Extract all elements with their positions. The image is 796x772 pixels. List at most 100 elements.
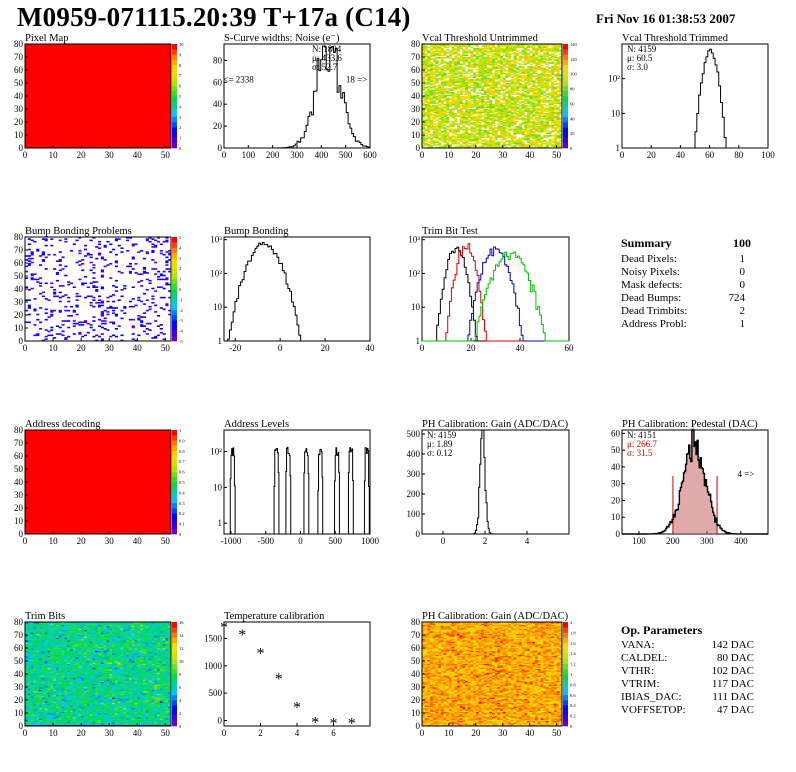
heatmap-cell xyxy=(422,66,425,68)
heatmap-cell xyxy=(462,97,466,99)
heatmap-cell xyxy=(527,57,530,59)
heatmap-cell xyxy=(486,116,490,119)
heatmap-cell xyxy=(497,75,501,77)
heatmap-cell xyxy=(33,705,37,707)
heatmap-cell xyxy=(148,237,152,239)
stat-entry: σ: 31.5 xyxy=(627,448,653,458)
heatmap-cell xyxy=(510,68,514,71)
heatmap-cell xyxy=(53,716,57,719)
heatmap-cell xyxy=(103,709,107,711)
heatmap-cell xyxy=(64,294,68,296)
heatmap-cell xyxy=(513,141,517,144)
heatmap-cell xyxy=(64,707,68,710)
heatmap-cell xyxy=(559,111,563,114)
heatmap-cell xyxy=(112,716,116,719)
heatmap-cell xyxy=(489,46,493,49)
heatmap-cell xyxy=(165,268,169,270)
heatmap-cell xyxy=(486,55,490,58)
heatmap-cell xyxy=(112,718,116,720)
heatmap-cell xyxy=(516,58,520,60)
heatmap-cell xyxy=(553,93,557,95)
heatmap-cell xyxy=(61,320,65,322)
heatmap-cell xyxy=(537,145,541,147)
heatmap-cell xyxy=(537,103,541,106)
heatmap-cell xyxy=(470,129,474,132)
heatmap-cell xyxy=(502,96,506,98)
heatmap-cell xyxy=(120,713,124,715)
heatmap-cell xyxy=(457,49,460,51)
heatmap-cell xyxy=(486,105,490,107)
heatmap-cell xyxy=(545,81,549,84)
heatmap-cell xyxy=(473,63,477,66)
heatmap-cell xyxy=(83,702,88,705)
heatmap-cell xyxy=(537,105,541,107)
heatmap-cell xyxy=(543,53,547,55)
heatmap-cell xyxy=(39,321,43,324)
heatmap-cell xyxy=(422,123,425,125)
heatmap-cell xyxy=(473,49,477,51)
heatmap-cell xyxy=(424,111,428,114)
histogram-series xyxy=(224,446,370,535)
heatmap-cell xyxy=(424,109,428,111)
heatmap-cell xyxy=(545,45,549,47)
heatmap-cell xyxy=(492,85,495,88)
heatmap-cell xyxy=(527,60,530,63)
heatmap-cell xyxy=(112,719,116,722)
heatmap-cell xyxy=(481,99,485,102)
heatmap-cell xyxy=(502,110,506,112)
heatmap-cell xyxy=(451,50,455,53)
heatmap-cell xyxy=(513,99,517,102)
heatmap-cell xyxy=(489,54,493,56)
heatmap-cell xyxy=(67,709,71,711)
heatmap-cell xyxy=(55,719,59,722)
palette-swatch xyxy=(172,482,177,488)
heatmap-cell xyxy=(551,66,555,68)
heatmap-cell xyxy=(537,93,541,95)
heatmap-cell xyxy=(457,133,460,136)
heatmap-cell xyxy=(516,89,520,92)
heatmap-cell xyxy=(55,325,59,327)
heatmap-cell xyxy=(543,55,547,58)
heatmap-cell xyxy=(462,50,466,53)
heatmap-cell xyxy=(162,720,166,723)
heatmap-cell xyxy=(27,715,31,718)
heatmap-cell xyxy=(33,710,37,712)
heatmap-cell xyxy=(532,135,536,137)
heatmap-cell xyxy=(521,112,525,115)
heatmap-cell xyxy=(505,125,509,128)
heatmap-cell xyxy=(131,707,135,710)
heatmap-cell xyxy=(446,145,450,147)
heatmap-cell xyxy=(114,716,118,719)
heatmap-cell xyxy=(537,141,541,144)
heatmap-cell xyxy=(53,707,57,710)
heatmap-cell xyxy=(427,50,431,53)
heatmap-cell xyxy=(462,116,466,119)
heatmap-cell xyxy=(532,92,536,94)
heatmap-cell xyxy=(451,125,455,128)
heatmap-cell xyxy=(86,720,90,723)
heatmap-cell xyxy=(165,304,169,307)
palette-swatch xyxy=(563,90,568,97)
heatmap-cell xyxy=(524,90,528,93)
heatmap-cell xyxy=(58,709,62,711)
heatmap-cell xyxy=(103,723,107,725)
heatmap-cell xyxy=(500,76,504,79)
heatmap-cell xyxy=(446,62,450,64)
heatmap-cell xyxy=(89,711,93,714)
heatmap-cell xyxy=(41,718,45,720)
heatmap-cell xyxy=(545,86,549,89)
heatmap-cell xyxy=(510,67,514,69)
heatmap-cell xyxy=(543,122,547,124)
heatmap-cell xyxy=(559,101,563,103)
heatmap-cell xyxy=(156,706,161,709)
heatmap-cell xyxy=(540,54,544,56)
palette-swatch xyxy=(563,75,568,81)
heatmap-cell xyxy=(162,278,166,281)
heatmap-cell xyxy=(109,719,113,722)
palette-swatch xyxy=(172,518,177,524)
heatmap-cell xyxy=(78,324,82,326)
heatmap-cell xyxy=(500,62,504,64)
heatmap-cell xyxy=(559,77,563,80)
heatmap-cell xyxy=(457,67,460,69)
heatmap-cell xyxy=(159,243,163,246)
